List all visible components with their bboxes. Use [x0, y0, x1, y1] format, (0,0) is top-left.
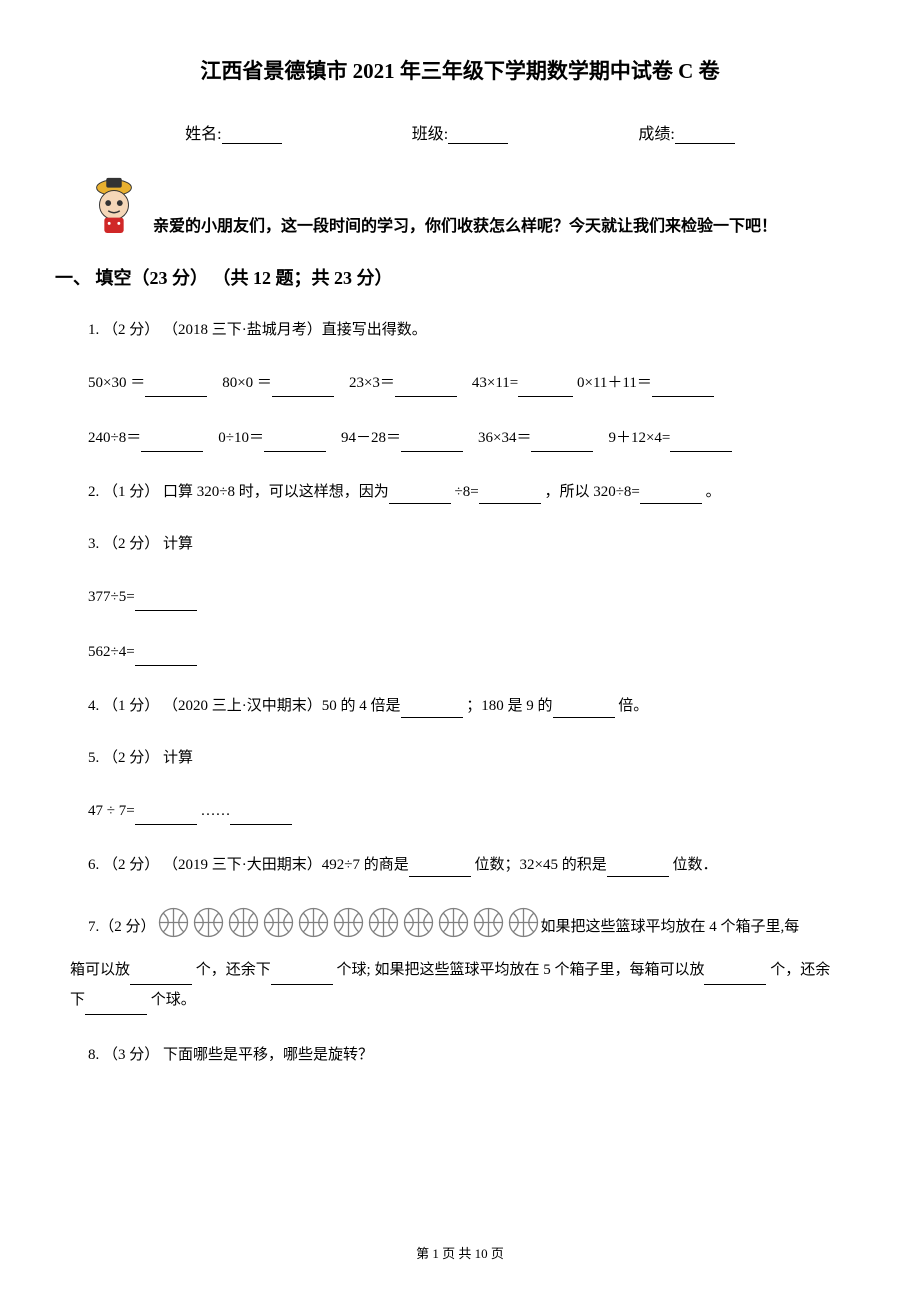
blank[interactable] [607, 862, 669, 877]
q1-r2-d: 36×34＝ [478, 430, 531, 446]
section-1-header: 一、 填空（23 分） （共 12 题；共 23 分） [55, 264, 850, 290]
basketball-icon [226, 905, 261, 940]
blank[interactable] [553, 703, 615, 718]
blank[interactable] [409, 862, 471, 877]
q5-b: …… [200, 803, 230, 819]
q1-r1-a: 50×30 ＝ [88, 375, 145, 391]
q1-row1: 50×30 ＝ 80×0 ＝ 23×3＝ 43×11= 0×11＋11＝ [88, 370, 850, 397]
blank[interactable] [130, 970, 192, 985]
basketball-icon [331, 905, 366, 940]
q2-b: ÷8= [454, 484, 478, 500]
q1-r1-e: 0×11＋11＝ [577, 375, 652, 391]
q7-tb: 箱可以放 [70, 962, 130, 978]
q7: 7.（2 分） [70, 905, 850, 1015]
q5-header: 5. （2 分） 计算 [88, 746, 850, 770]
class-blank[interactable] [448, 128, 508, 144]
q4-b: ；180 是 9 的 [466, 698, 552, 714]
q2-d: 。 [706, 484, 721, 500]
blank[interactable] [670, 437, 732, 452]
q1-r1-c: 23×3＝ [349, 375, 395, 391]
mascot-icon [85, 174, 143, 236]
blank[interactable] [141, 437, 203, 452]
q5-line: 47 ÷ 7= …… [88, 798, 850, 825]
mascot-greeting: 亲爱的小朋友们，这一段时间的学习，你们收获怎么样呢？今天就让我们来检验一下吧！ [85, 174, 850, 236]
blank[interactable] [401, 703, 463, 718]
q3-header: 3. （2 分） 计算 [88, 532, 850, 556]
basketball-icon [156, 905, 191, 940]
blank[interactable] [704, 970, 766, 985]
q2-c: ，所以 320÷8= [544, 484, 639, 500]
q1-r2-a: 240÷8＝ [88, 430, 141, 446]
q3-l2: 562÷4= [88, 644, 135, 660]
q2-a: 2. （1 分） 口算 320÷8 时，可以这样想，因为 [88, 484, 389, 500]
basketball-icon [436, 905, 471, 940]
blank[interactable] [479, 489, 541, 504]
name-label: 姓名: [185, 126, 221, 143]
q6-c: 位数． [672, 857, 717, 873]
class-field: 班级: [412, 120, 508, 144]
q8: 8. （3 分） 下面哪些是平移，哪些是旋转？ [88, 1043, 850, 1067]
q7-tf: 下 [70, 992, 85, 1008]
basketball-icon [506, 905, 541, 940]
blank[interactable] [135, 651, 197, 666]
q1-r2-b: 0÷10＝ [218, 430, 264, 446]
blank[interactable] [271, 970, 333, 985]
class-label: 班级: [412, 126, 448, 143]
q6-a: 6. （2 分） （2019 三下·大田期末）492÷7 的商是 [88, 857, 409, 873]
q4-a: 4. （1 分） （2020 三上·汉中期末）50 的 4 倍是 [88, 698, 401, 714]
greeting-text: 亲爱的小朋友们，这一段时间的学习，你们收获怎么样呢？今天就让我们来检验一下吧！ [153, 212, 850, 236]
basketball-icon [261, 905, 296, 940]
q3-l1: 377÷5= [88, 589, 135, 605]
q3-line1: 377÷5= [88, 584, 850, 611]
blank[interactable] [264, 437, 326, 452]
q1-r1-b: 80×0 ＝ [222, 375, 272, 391]
blank[interactable] [401, 437, 463, 452]
blank[interactable] [272, 382, 334, 397]
q5-a: 47 ÷ 7= [88, 803, 135, 819]
q6: 6. （2 分） （2019 三下·大田期末）492÷7 的商是 位数；32×4… [88, 853, 850, 877]
q7-tc: 个，还余下 [196, 962, 271, 978]
q1-r1-d: 43×11= [472, 375, 518, 391]
q1-row2: 240÷8＝ 0÷10＝ 94－28＝ 36×34＝ 9＋12×4= [88, 425, 850, 452]
basketball-icon [471, 905, 506, 940]
q2: 2. （1 分） 口算 320÷8 时，可以这样想，因为 ÷8= ，所以 320… [88, 480, 850, 504]
blank[interactable] [135, 596, 197, 611]
basketball-icon [366, 905, 401, 940]
basketball-icon [191, 905, 226, 940]
q7-first-line: 7.（2 分） [88, 905, 850, 945]
q3-line2: 562÷4= [88, 639, 850, 666]
blank[interactable] [518, 382, 573, 397]
blank[interactable] [389, 489, 451, 504]
q1-r2-c: 94－28＝ [341, 430, 401, 446]
blank[interactable] [145, 382, 207, 397]
student-info-row: 姓名: 班级: 成绩: [70, 120, 850, 144]
exam-title: 江西省景德镇市 2021 年三年级下学期数学期中试卷 C 卷 [70, 55, 850, 85]
basketball-icon [296, 905, 331, 940]
blank[interactable] [640, 489, 702, 504]
blank[interactable] [85, 1000, 147, 1015]
q1-header: 1. （2 分） （2018 三下·盐城月考）直接写出得数。 [88, 318, 850, 342]
blank[interactable] [652, 382, 714, 397]
name-blank[interactable] [222, 128, 282, 144]
q7-ta: 如果把这些篮球平均放在 4 个箱子里,每 [541, 915, 800, 936]
q4: 4. （1 分） （2020 三上·汉中期末）50 的 4 倍是 ；180 是 … [88, 694, 850, 718]
score-field: 成绩: [638, 120, 734, 144]
blank[interactable] [531, 437, 593, 452]
q6-b: 位数；32×45 的积是 [474, 857, 606, 873]
blank[interactable] [135, 810, 197, 825]
q7-te: 个，还余 [770, 962, 830, 978]
basketball-row [156, 905, 541, 945]
q7-label: 7.（2 分） [88, 915, 156, 936]
q7-td: 个球; 如果把这些篮球平均放在 5 个箱子里，每箱可以放 [337, 962, 705, 978]
basketball-icon [401, 905, 436, 940]
q7-tg: 个球。 [151, 992, 196, 1008]
page-footer: 第 1 页 共 10 页 [0, 1243, 920, 1262]
score-blank[interactable] [675, 128, 735, 144]
q4-c: 倍。 [618, 698, 648, 714]
q1-r2-e: 9＋12×4= [608, 430, 670, 446]
name-field: 姓名: [185, 120, 281, 144]
blank[interactable] [395, 382, 457, 397]
score-label: 成绩: [638, 126, 674, 143]
blank[interactable] [230, 810, 292, 825]
